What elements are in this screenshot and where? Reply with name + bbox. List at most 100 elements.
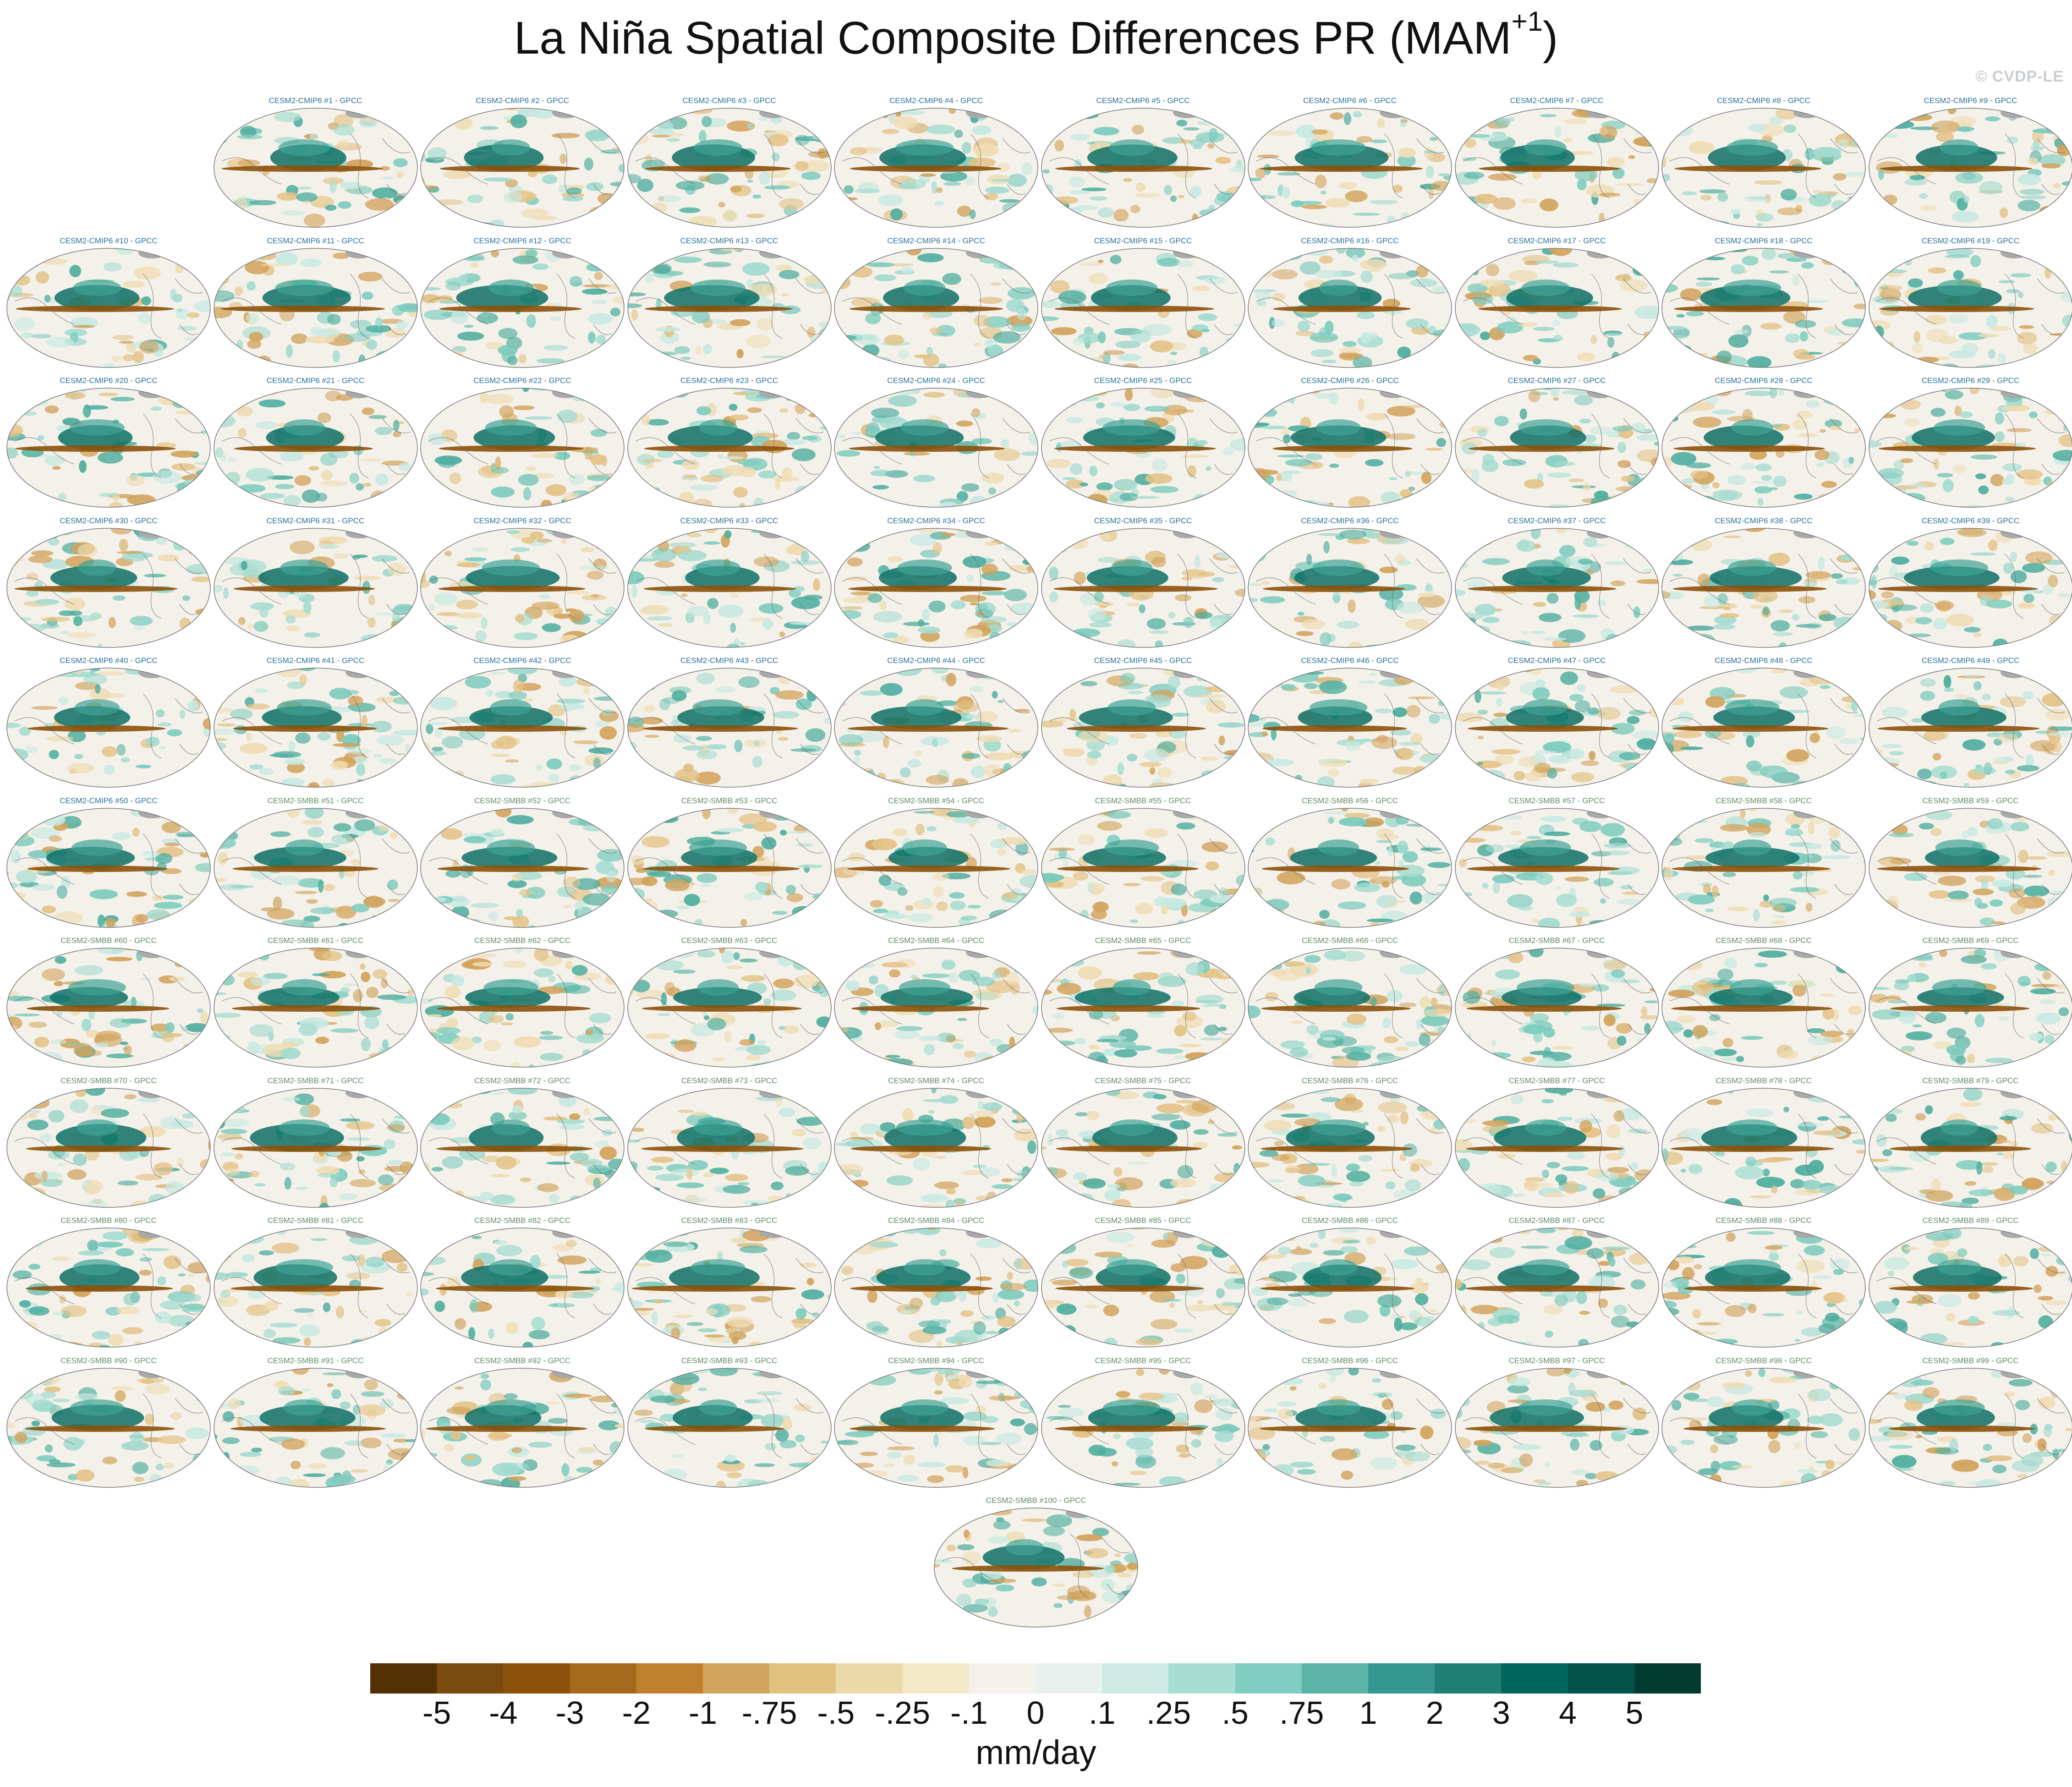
panel-label: CESM2-CMIP6 #11 - GPCC	[267, 236, 364, 245]
map-panel: CESM2-CMIP6 #35 - GPCC	[1040, 516, 1246, 649]
colorbar-segment	[1301, 1663, 1369, 1694]
panel-label: CESM2-CMIP6 #33 - GPCC	[680, 516, 778, 525]
map-panel: CESM2-CMIP6 #8 - GPCC	[1661, 96, 1867, 229]
map-globe	[213, 108, 418, 228]
map-globe	[1868, 247, 2072, 368]
map-panel: CESM2-SMBB #89 - GPCC	[1868, 1216, 2072, 1349]
map-panel: CESM2-SMBB #82 - GPCC	[419, 1216, 625, 1349]
map-panel: CESM2-CMIP6 #20 - GPCC	[5, 376, 212, 509]
map-panel: CESM2-CMIP6 #13 - GPCC	[626, 236, 833, 369]
panel-label: CESM2-CMIP6 #40 - GPCC	[60, 656, 158, 665]
map-panel: CESM2-SMBB #97 - GPCC	[1454, 1356, 1660, 1489]
map-globe	[420, 807, 625, 928]
map-globe	[1454, 1087, 1659, 1208]
map-globe	[213, 527, 418, 648]
map-panel: CESM2-CMIP6 #50 - GPCC	[5, 796, 212, 929]
panel-label: CESM2-SMBB #98 - GPCC	[1716, 1356, 1812, 1365]
map-globe	[1661, 108, 1866, 228]
panel-label: CESM2-SMBB #86 - GPCC	[1302, 1216, 1398, 1225]
map-globe	[1661, 1228, 1866, 1348]
map-panel: CESM2-SMBB #52 - GPCC	[419, 796, 625, 929]
panel-label: CESM2-CMIP6 #21 - GPCC	[266, 376, 365, 385]
colorbar-tick-label: -.25	[875, 1695, 930, 1731]
map-globe	[420, 1228, 625, 1348]
map-globe	[834, 247, 1038, 368]
map-panel: CESM2-CMIP6 #14 - GPCC	[833, 236, 1039, 369]
map-globe	[1248, 247, 1452, 368]
panel-label: CESM2-CMIP6 #19 - GPCC	[1921, 236, 2020, 245]
colorbar-tick-label: -4	[489, 1695, 518, 1731]
map-panel: CESM2-CMIP6 #5 - GPCC	[1040, 96, 1246, 229]
map-globe	[1248, 807, 1452, 928]
map-globe	[213, 948, 418, 1068]
map-globe	[420, 247, 625, 368]
panel-label: CESM2-SMBB #65 - GPCC	[1095, 936, 1191, 945]
panel-label: CESM2-SMBB #75 - GPCC	[1095, 1076, 1191, 1085]
colorbar-segment	[1168, 1663, 1236, 1694]
panel-label: CESM2-CMIP6 #45 - GPCC	[1094, 656, 1192, 665]
map-panel: CESM2-CMIP6 #19 - GPCC	[1868, 236, 2072, 369]
map-globe	[627, 1367, 832, 1488]
map-panel: CESM2-CMIP6 #29 - GPCC	[1868, 376, 2072, 509]
panel-label: CESM2-CMIP6 #14 - GPCC	[887, 236, 985, 245]
map-globe	[1868, 527, 2072, 648]
map-panel: CESM2-SMBB #83 - GPCC	[626, 1216, 833, 1349]
map-panel: CESM2-CMIP6 #18 - GPCC	[1661, 236, 1867, 369]
map-panel: CESM2-SMBB #81 - GPCC	[213, 1216, 419, 1349]
colorbar-segment	[1501, 1663, 1568, 1694]
panel-label: CESM2-SMBB #94 - GPCC	[888, 1356, 984, 1365]
panel-label: CESM2-CMIP6 #31 - GPCC	[266, 516, 365, 525]
map-panel: CESM2-CMIP6 #4 - GPCC	[833, 96, 1039, 229]
colorbar-tick-label: -.1	[950, 1695, 988, 1731]
panel-label: CESM2-SMBB #83 - GPCC	[681, 1216, 778, 1225]
map-globe	[627, 948, 832, 1068]
map-globe	[1661, 948, 1866, 1068]
panel-label: CESM2-SMBB #88 - GPCC	[1716, 1216, 1812, 1225]
panel-label: CESM2-SMBB #52 - GPCC	[474, 796, 570, 805]
map-globe	[834, 1367, 1038, 1488]
panel-label: CESM2-CMIP6 #26 - GPCC	[1301, 376, 1399, 385]
map-panel: CESM2-SMBB #100 - GPCC	[933, 1496, 1139, 1629]
panel-label: CESM2-CMIP6 #18 - GPCC	[1715, 236, 1813, 245]
map-globe	[213, 1228, 418, 1348]
map-globe	[834, 1228, 1038, 1348]
panel-label: CESM2-CMIP6 #25 - GPCC	[1094, 376, 1192, 385]
map-panel: CESM2-CMIP6 #17 - GPCC	[1454, 236, 1660, 369]
map-globe	[1868, 1087, 2072, 1208]
panel-label: CESM2-CMIP6 #13 - GPCC	[680, 236, 778, 245]
panel-label: CESM2-CMIP6 #39 - GPCC	[1921, 516, 2020, 525]
panel-label: CESM2-CMIP6 #7 - GPCC	[1510, 96, 1604, 105]
panel-label: CESM2-CMIP6 #24 - GPCC	[887, 376, 985, 385]
panel-label: CESM2-CMIP6 #20 - GPCC	[60, 376, 158, 385]
colorbar-tick-label: 2	[1425, 1695, 1444, 1731]
panel-label: CESM2-CMIP6 #1 - GPCC	[269, 96, 362, 105]
panel-label: CESM2-CMIP6 #49 - GPCC	[1921, 656, 2020, 665]
map-globe	[1454, 527, 1659, 648]
map-panel: CESM2-SMBB #65 - GPCC	[1040, 936, 1246, 1069]
panel-label: CESM2-SMBB #100 - GPCC	[986, 1496, 1086, 1505]
colorbar-tick-label: .5	[1222, 1695, 1249, 1731]
cvdp-watermark: © CVDP-LE	[1975, 68, 2064, 85]
panel-label: CESM2-CMIP6 #42 - GPCC	[473, 656, 571, 665]
map-panel: CESM2-SMBB #90 - GPCC	[5, 1356, 212, 1489]
panel-label: CESM2-CMIP6 #12 - GPCC	[473, 236, 571, 245]
map-globe	[1868, 108, 2072, 228]
map-panel: CESM2-CMIP6 #49 - GPCC	[1868, 656, 2072, 789]
map-panel: CESM2-CMIP6 #34 - GPCC	[833, 516, 1039, 649]
colorbar-segment	[503, 1663, 570, 1694]
map-globe	[627, 108, 832, 228]
panel-label: CESM2-CMIP6 #6 - GPCC	[1303, 96, 1397, 105]
map-globe	[1454, 388, 1659, 508]
map-panel: CESM2-CMIP6 #38 - GPCC	[1661, 516, 1867, 649]
panel-label: CESM2-CMIP6 #5 - GPCC	[1096, 96, 1190, 105]
map-panel: CESM2-CMIP6 #7 - GPCC	[1454, 96, 1660, 229]
map-panel: CESM2-CMIP6 #9 - GPCC	[1868, 96, 2072, 229]
panel-label: CESM2-SMBB #95 - GPCC	[1095, 1356, 1191, 1365]
panel-label: CESM2-CMIP6 #44 - GPCC	[887, 656, 985, 665]
panel-label: CESM2-CMIP6 #9 - GPCC	[1924, 96, 2017, 105]
map-panel: CESM2-SMBB #73 - GPCC	[626, 1076, 833, 1209]
map-panel: CESM2-CMIP6 #45 - GPCC	[1040, 656, 1246, 789]
map-globe	[213, 1087, 418, 1208]
colorbar-segment	[1036, 1663, 1102, 1694]
panel-label: CESM2-CMIP6 #38 - GPCC	[1715, 516, 1813, 525]
